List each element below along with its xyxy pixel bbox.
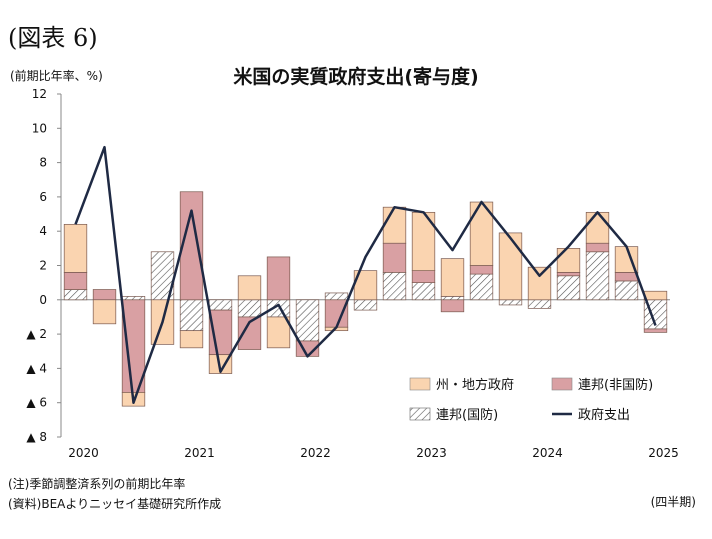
bar-segment (63, 289, 88, 301)
bar-segment (556, 272, 581, 277)
bar-segment (208, 299, 233, 311)
y-tick-label: 6 (39, 190, 47, 204)
bar-segment (585, 211, 610, 244)
bar-segment (498, 232, 523, 301)
bar-segment (324, 299, 349, 328)
bar-segment (469, 265, 494, 275)
legend-label-federal-defense: 連邦(国防) (436, 407, 498, 423)
bar-segment (92, 299, 117, 325)
bar-segment (585, 242, 610, 253)
x-year-label: 2020 (68, 446, 99, 460)
bar-segment (324, 292, 349, 301)
bar-segment (614, 272, 639, 282)
bar-segment (266, 256, 291, 301)
legend-swatch-federal-defense (409, 407, 431, 421)
y-tick-label: 0 (39, 293, 47, 307)
bar-segment (63, 223, 88, 273)
x-year-label: 2023 (416, 446, 447, 460)
x-year-label: 2024 (532, 446, 563, 460)
y-tick-label: 10 (32, 121, 47, 135)
figure-label: (図表 6) (8, 24, 98, 52)
bar-segment (411, 270, 436, 283)
bar-segment (382, 206, 407, 244)
bar-segment (179, 191, 204, 301)
bar-segment (63, 272, 88, 290)
legend-label-federal-nondefense: 連邦(非国防) (578, 377, 653, 393)
x-year-label: 2022 (300, 446, 331, 460)
y-tick-label: ▲ 8 (26, 430, 47, 444)
bar-segment (208, 354, 233, 374)
legend: 州・地方政府 連邦(非国防) 連邦(国防) 政府支出 (409, 377, 653, 423)
legend-swatch-federal-nondefense (551, 377, 573, 391)
bar-segment (585, 251, 610, 301)
bar-segment (92, 289, 117, 301)
y-tick-label: 12 (32, 87, 47, 101)
bar-segment (179, 299, 204, 332)
bar-segment (121, 296, 146, 301)
series-line-government-spending (74, 145, 657, 404)
y-tick-label: ▲ 6 (26, 396, 47, 410)
bar-segment (266, 316, 291, 349)
y-tick-label: 8 (39, 156, 47, 170)
y-axis-unit: (前期比年率、%) (10, 69, 103, 83)
bar-segment (440, 258, 465, 297)
bar-segment (237, 316, 262, 350)
legend-swatch-state-local (409, 377, 431, 391)
y-tick-label: ▲ 2 (26, 327, 47, 341)
bar-segment (237, 299, 262, 318)
bar-segment (556, 248, 581, 273)
bar-segment (440, 299, 465, 313)
bar-segment (382, 242, 407, 273)
bar-segment (237, 275, 262, 301)
bar-segment (614, 280, 639, 301)
note-seasonal: (注)季節調整済系列の前期比年率 (8, 477, 186, 491)
bar-segment (527, 266, 552, 301)
bar-segment (643, 328, 668, 333)
bar-segment (382, 272, 407, 301)
legend-label-state-local: 州・地方政府 (436, 377, 514, 393)
bar-segment (527, 299, 552, 309)
note-source: (資料)BEAよりニッセイ基礎研究所作成 (8, 497, 222, 511)
x-year-label: 2025 (648, 446, 679, 460)
x-year-label: 2021 (184, 446, 215, 460)
bar-segment (440, 296, 465, 301)
bar-segment (353, 299, 378, 311)
bar-segment (556, 275, 581, 301)
y-tick-label: 2 (39, 259, 47, 273)
y-tick-label: ▲ 4 (26, 361, 47, 375)
bar-segment (643, 290, 668, 301)
bar-segment (469, 273, 494, 301)
bar-segment (179, 330, 204, 349)
bar-segment (295, 299, 320, 342)
bar-segment (411, 282, 436, 301)
legend-label-government-spending: 政府支出 (578, 408, 630, 423)
chart-title: 米国の実質政府支出(寄与度) (233, 66, 479, 88)
bar-segment (498, 299, 523, 306)
y-tick-label: 4 (39, 224, 47, 238)
x-axis-period-note: (四半期) (650, 495, 696, 509)
